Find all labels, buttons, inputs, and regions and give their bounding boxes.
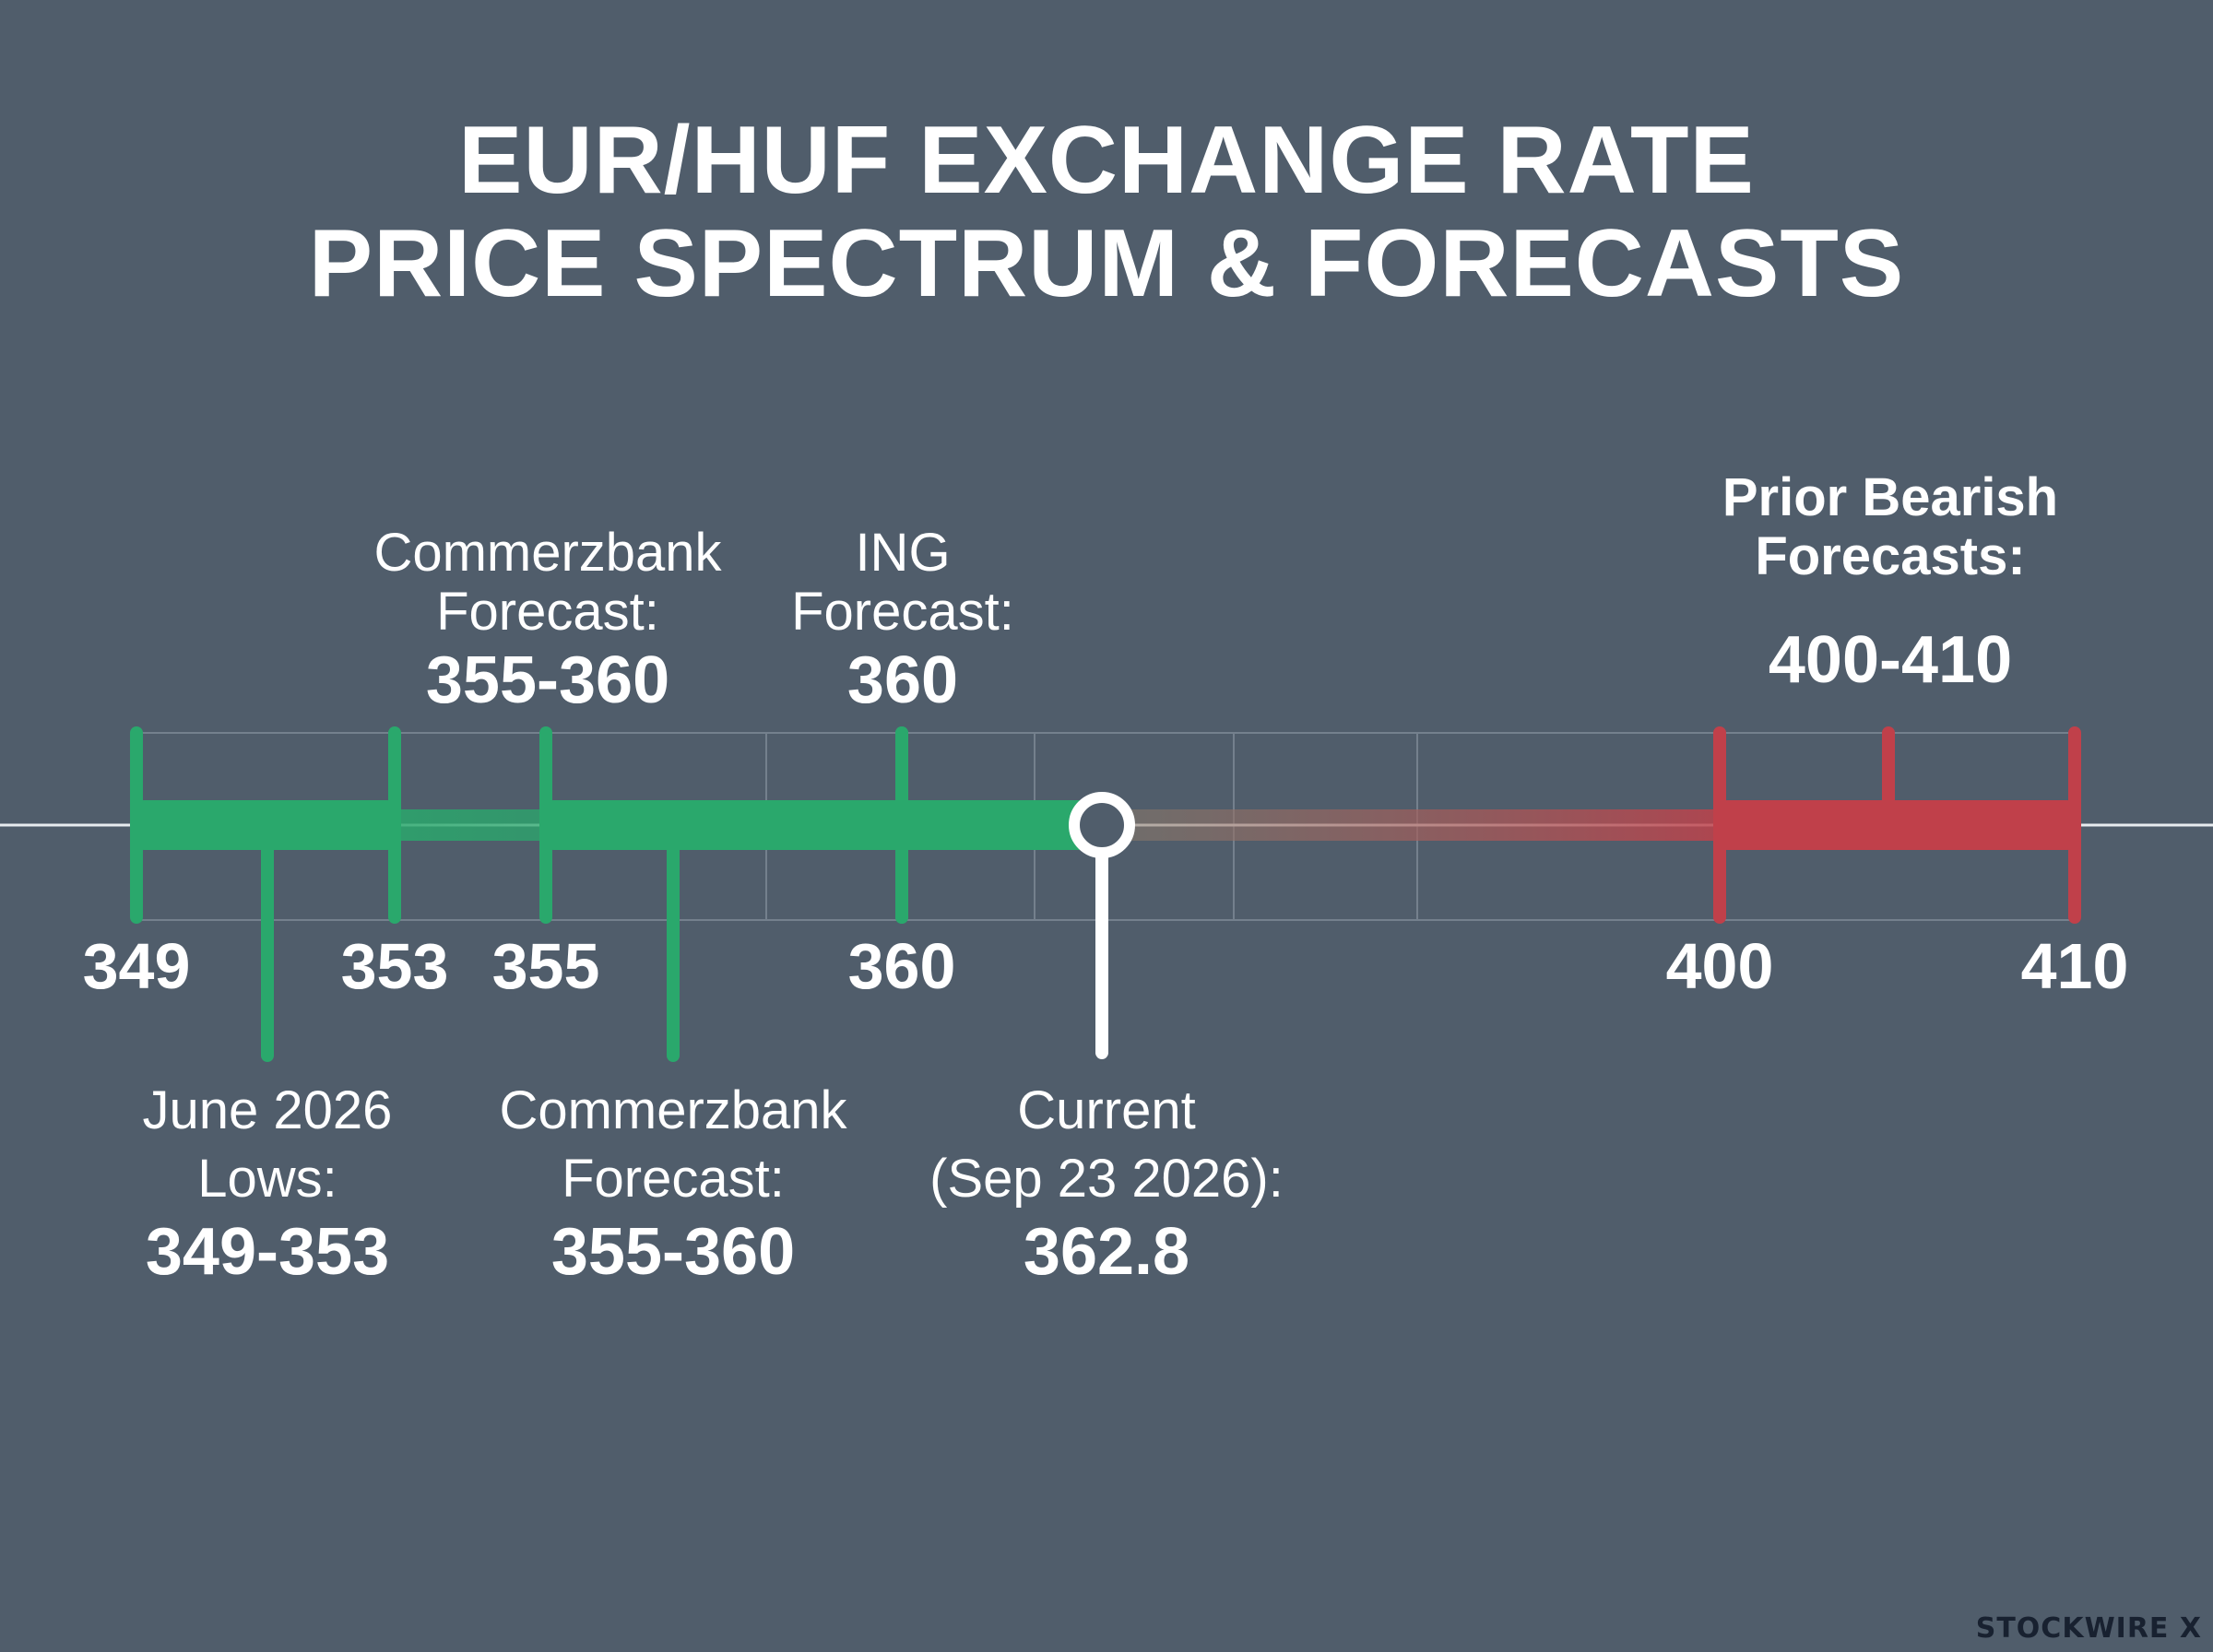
commerzbank-top-line1: Commerzbank: [373, 523, 722, 583]
commerzbank-bottom-line2: Forecast:: [562, 1149, 785, 1209]
commerzbank-bottom-value: 355-360: [550, 1215, 796, 1289]
june-lows-bottom-line1: June 2026: [142, 1080, 393, 1140]
ing-top-label: ING Forecast: 360: [764, 524, 1041, 719]
tick-label-353: 353: [341, 930, 449, 1002]
commerzbank-top-label: Commerzbank Forecast: 355-360: [363, 524, 732, 719]
title-line-1: EUR/HUF EXCHANGE RATE: [458, 107, 1755, 214]
prior-bearish-top-label: Prior Bearish Forecasts: 400-410: [1641, 468, 2139, 699]
range-bar-prior-bearish: [1720, 800, 2075, 850]
prior-bearish-top-line2: Forecasts:: [1755, 526, 2026, 586]
june-lows-bottom-line2: Lows:: [197, 1149, 337, 1209]
tick-label-349: 349: [83, 930, 191, 1002]
tick-labels: 349 353 355 360 400 410: [83, 930, 2129, 1002]
markers: [895, 726, 1135, 1059]
june-lows-bottom-value: 349-353: [145, 1215, 390, 1289]
prior-bearish-top-value: 400-410: [1768, 623, 2013, 697]
commerzbank-bottom-label: Commerzbank Forecast: 355-360: [489, 1077, 858, 1291]
tick-label-360: 360: [848, 930, 956, 1002]
tick-label-355: 355: [492, 930, 600, 1002]
ing-top-line1: ING: [855, 523, 951, 583]
current-bottom-line2: (Sep 23 2026):: [929, 1149, 1284, 1209]
tick-label-400: 400: [1666, 930, 1774, 1002]
tick-label-410: 410: [2021, 930, 2129, 1002]
ing-top-value: 360: [846, 643, 959, 717]
commerzbank-top-value: 355-360: [425, 643, 670, 717]
current-bottom-value: 362.8: [1023, 1215, 1190, 1289]
current-bottom-line1: Current: [1017, 1080, 1196, 1140]
commerzbank-top-line2: Forecast:: [436, 582, 659, 642]
prior-bearish-top-line1: Prior Bearish: [1722, 467, 2059, 527]
watermark-logo: STOCKWIRE X: [1975, 1612, 2202, 1645]
ing-top-line2: Forecast:: [791, 582, 1014, 642]
chart-title: EUR/HUF EXCHANGE RATE PRICE SPECTRUM & F…: [0, 109, 2213, 315]
title-line-2: PRICE SPECTRUM & FORECASTS: [308, 210, 1905, 317]
current-bottom-label: Current (Sep 23 2026): 362.8: [876, 1077, 1337, 1291]
range-bar-commerzbank: [546, 800, 1128, 850]
commerzbank-bottom-line1: Commerzbank: [499, 1080, 847, 1140]
marker-current-circle: [1069, 792, 1135, 858]
june-lows-bottom-label: June 2026 Lows: 349-353: [101, 1077, 433, 1291]
